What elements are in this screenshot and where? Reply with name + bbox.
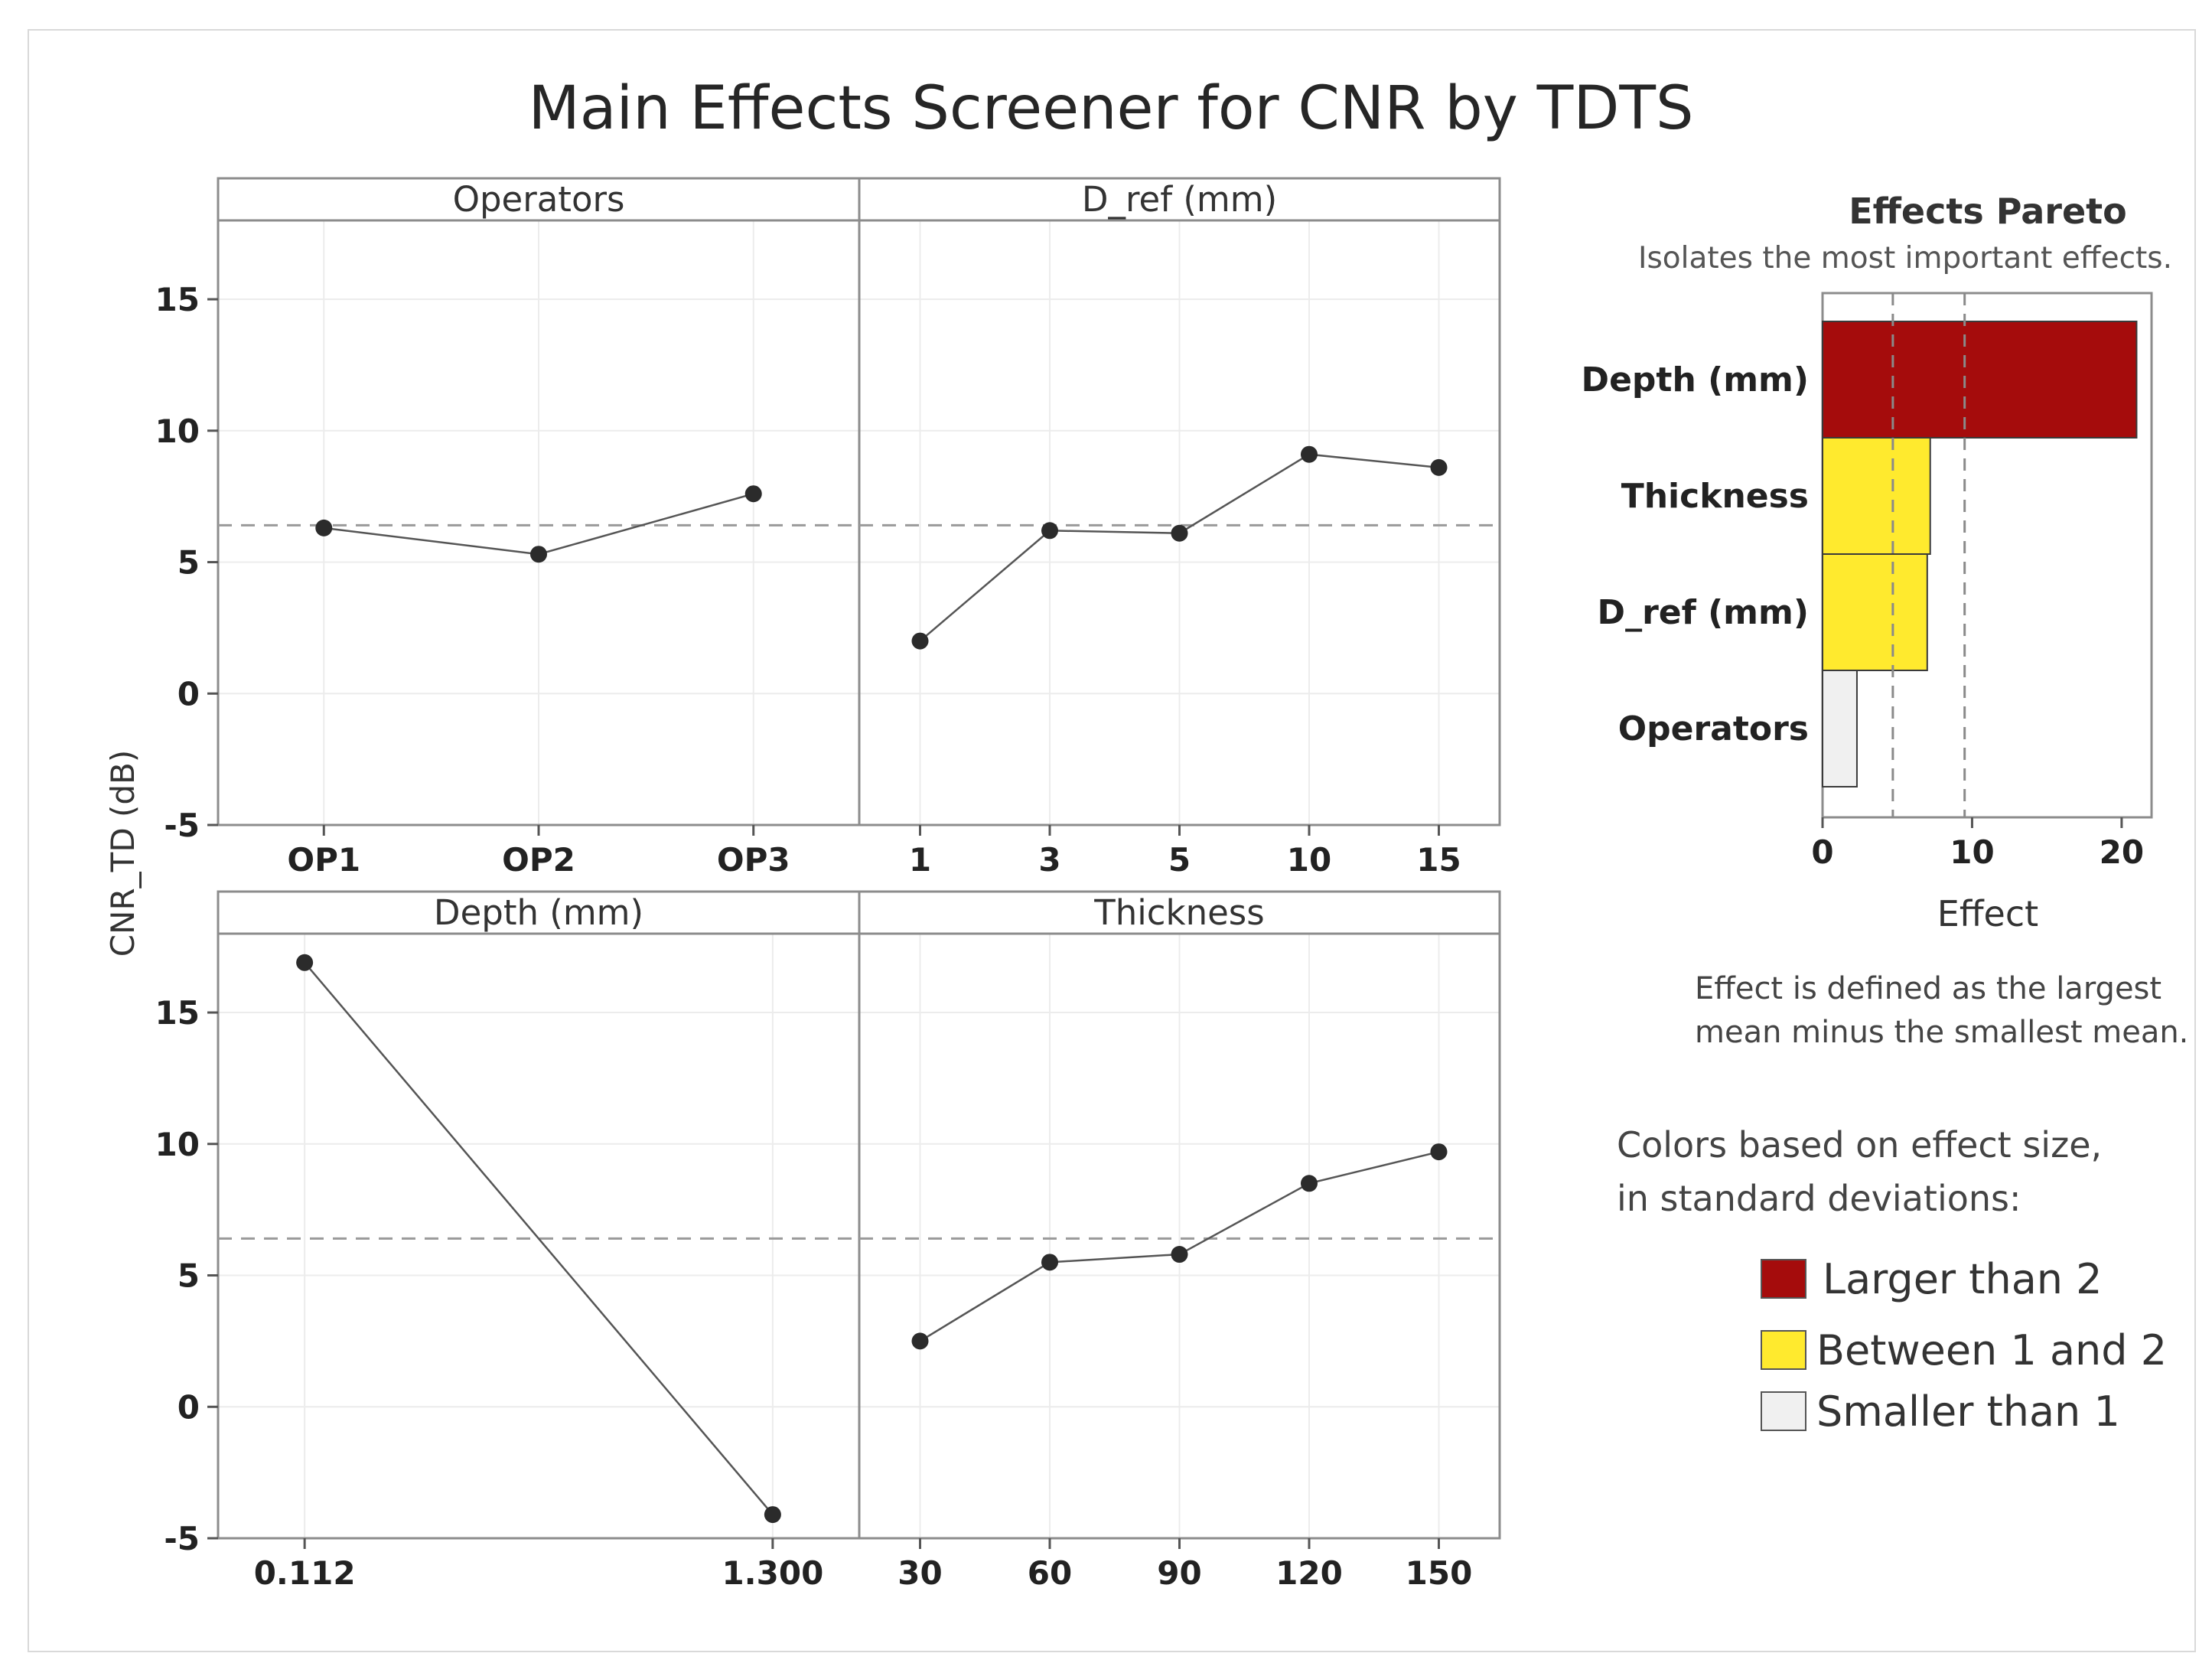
- pareto-x-tick-label: 0: [1811, 833, 1833, 871]
- panel-frame: [217, 932, 861, 1540]
- y-tick-label: -5: [164, 1520, 200, 1557]
- data-point: [315, 519, 333, 536]
- y-tick-label: 5: [178, 544, 200, 582]
- pareto-title: Effects Pareto: [1849, 191, 2127, 232]
- panels-group: Operators OP1 OP2 OP3 -5 0 5 10 15 D_ref (mm) 1 3 5 1…: [155, 177, 1501, 1592]
- pareto-bar: [1822, 670, 1858, 787]
- data-point: [1300, 1175, 1318, 1192]
- x-tick-label: 10: [1287, 841, 1331, 879]
- x-tick-label: OP1: [287, 841, 360, 879]
- pareto-bar: [1822, 553, 1928, 671]
- x-tick-label: 1: [909, 841, 931, 879]
- data-point: [1171, 524, 1188, 542]
- pareto-bar: [1822, 437, 1931, 555]
- pareto-note-line1: Effect is defined as the largest: [1695, 971, 2162, 1006]
- pareto-x-label: Effect: [1937, 893, 2038, 934]
- data-point: [764, 1506, 781, 1524]
- data-point: [911, 1332, 929, 1350]
- y-tick-label: 5: [178, 1257, 200, 1295]
- x-tick-label: 30: [898, 1554, 942, 1592]
- pareto-note-line2: mean minus the smallest mean.: [1695, 1015, 2188, 1050]
- panel-strip: [858, 890, 1501, 935]
- data-point: [744, 485, 762, 503]
- data-point: [1041, 1254, 1059, 1271]
- legend-heading-line1: Colors based on effect size,: [1617, 1124, 2102, 1166]
- y-tick-label: 10: [155, 412, 200, 450]
- x-tick-label: 5: [1168, 841, 1191, 879]
- x-tick-label: 1.300: [722, 1554, 823, 1592]
- x-tick-label: OP2: [502, 841, 575, 879]
- data-point: [911, 632, 929, 650]
- panel-strip-label: Thickness: [1093, 892, 1264, 933]
- data-point: [296, 954, 314, 971]
- effect-line: [304, 961, 774, 1515]
- panel-strip-label: D_ref (mm): [1082, 179, 1277, 220]
- legend-label: Between 1 and 2: [1816, 1326, 2167, 1374]
- y-tick-label: 10: [155, 1126, 200, 1163]
- pareto-bar-label: Depth (mm): [1582, 360, 1809, 399]
- x-tick-label: OP3: [717, 841, 790, 879]
- y-tick-label: 15: [155, 994, 200, 1032]
- y-tick-label: -5: [164, 807, 200, 844]
- x-tick-label: 0.112: [254, 1554, 356, 1592]
- pareto-bar: [1822, 321, 2138, 439]
- x-tick-label: 15: [1416, 841, 1461, 879]
- data-point: [1300, 445, 1318, 463]
- x-tick-label: 150: [1406, 1554, 1473, 1592]
- legend-swatch: [1761, 1391, 1806, 1431]
- data-point: [1171, 1246, 1188, 1264]
- legend-swatch: [1761, 1259, 1806, 1299]
- chart-title: Main Effects Screener for CNR by TDTS: [528, 74, 1693, 143]
- y-tick-label: 0: [178, 675, 200, 712]
- effects-pareto: Effects Pareto Isolates the most importa…: [1582, 191, 2189, 1050]
- data-point: [1430, 458, 1448, 476]
- panel-strip-label: Depth (mm): [434, 892, 643, 933]
- y-tick-label: 0: [178, 1388, 200, 1426]
- y-tick-label: 15: [155, 281, 200, 318]
- x-tick-label: 3: [1038, 841, 1060, 879]
- pareto-bar-label: Thickness: [1621, 477, 1809, 516]
- legend-label: Larger than 2: [1823, 1255, 2103, 1303]
- legend-heading-line2: in standard deviations:: [1617, 1178, 2021, 1219]
- data-point: [1041, 522, 1059, 540]
- pareto-bar-label: D_ref (mm): [1598, 593, 1809, 632]
- y-axis-label: CNR_TD (dB): [104, 750, 142, 957]
- data-point: [530, 546, 547, 563]
- data-point: [1430, 1143, 1448, 1161]
- pareto-subtitle: Isolates the most important effects.: [1638, 241, 2172, 276]
- panel-strip-label: Operators: [453, 179, 625, 220]
- x-tick-label: 90: [1157, 1554, 1201, 1592]
- panel-strip: [858, 177, 1501, 222]
- x-tick-label: 120: [1275, 1554, 1343, 1592]
- pareto-bar-label: Operators: [1618, 709, 1809, 748]
- legend-label: Smaller than 1: [1816, 1387, 2120, 1436]
- x-tick-label: 60: [1028, 1554, 1072, 1592]
- pareto-x-tick-label: 20: [2100, 833, 2144, 871]
- pareto-x-tick-label: 10: [1950, 833, 1994, 871]
- legend-swatch: [1761, 1330, 1806, 1370]
- legend: Colors based on effect size, in standard…: [1617, 1124, 2167, 1436]
- panel-strip: [217, 177, 861, 222]
